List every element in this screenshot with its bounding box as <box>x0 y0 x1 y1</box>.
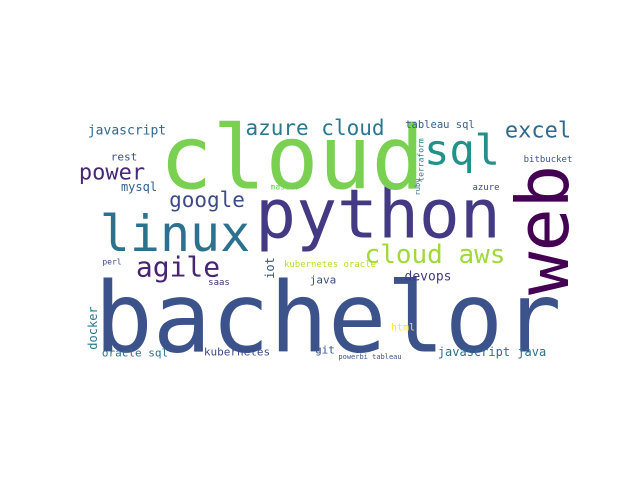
word: html <box>391 323 415 334</box>
word: kubernetes oracle <box>284 260 376 270</box>
word: google <box>169 188 245 212</box>
word: web <box>501 165 585 295</box>
word: javascript <box>88 124 166 139</box>
word: azure <box>472 183 499 193</box>
word: perl <box>102 258 121 267</box>
word: kubernetes <box>204 346 270 359</box>
word: bachelor <box>94 262 561 375</box>
word: mysql <box>121 180 157 194</box>
word: oracle sql <box>102 347 168 360</box>
word: master <box>271 183 300 192</box>
word: tableau sql <box>405 119 475 131</box>
word: cloud aws <box>365 240 506 270</box>
word: sql <box>424 126 500 175</box>
word: rest <box>111 151 138 164</box>
word: javascript java <box>438 345 546 359</box>
word: docker <box>86 306 100 349</box>
word: powerbi tableau <box>338 353 401 361</box>
word: agile <box>136 251 220 284</box>
word: ruby <box>414 179 422 196</box>
word: linux <box>100 205 251 263</box>
word: saas <box>208 278 230 288</box>
word: java <box>310 274 337 287</box>
word: azure cloud <box>245 116 384 140</box>
word: excel <box>505 119 571 144</box>
word: terraform <box>417 138 426 182</box>
word: python <box>255 176 501 255</box>
word: cloud <box>160 107 425 210</box>
word: devops <box>405 270 452 285</box>
word: bitbucket <box>524 155 573 165</box>
word: git <box>315 344 335 357</box>
word: power <box>79 161 145 186</box>
word: iot <box>263 257 277 279</box>
